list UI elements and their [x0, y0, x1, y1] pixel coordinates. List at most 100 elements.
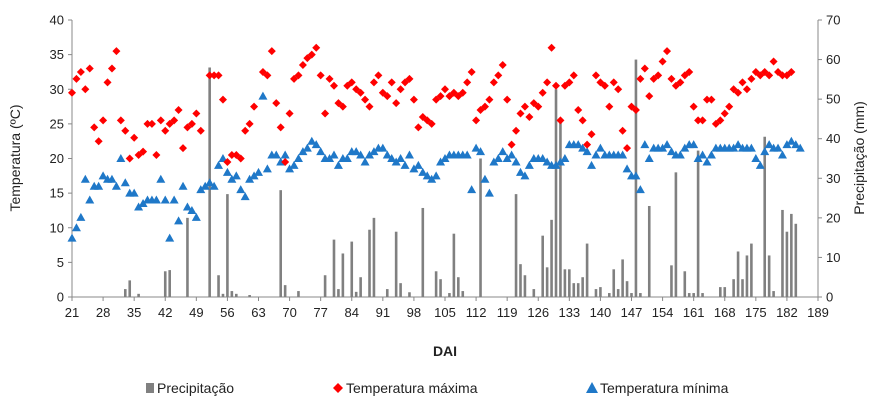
precipitation-bar [123, 289, 127, 297]
x-tick-label: 49 [189, 305, 203, 320]
min-temperature-point [706, 150, 716, 159]
min-temperature-point [631, 171, 641, 180]
min-temperature-point [702, 157, 712, 166]
precipitation-bar [519, 264, 522, 297]
precipitation-bar [385, 289, 389, 297]
max-temperature-point [294, 71, 303, 80]
min-temperature-point [245, 174, 255, 183]
max-temperature-point [272, 99, 281, 108]
max-temperature-point [507, 140, 516, 149]
x-tick-label: 154 [652, 305, 674, 320]
min-temperature-point [214, 160, 224, 169]
min-temperature-point [156, 174, 166, 183]
precipitation-bar [585, 243, 589, 297]
min-temperature-point [227, 174, 237, 183]
min-temperature-point [174, 216, 184, 225]
min-temperature-point [755, 160, 765, 169]
max-temperature-point [600, 81, 609, 90]
min-temperature-point [231, 171, 241, 180]
min-temperature-point [587, 160, 597, 169]
min-temperature-point [733, 140, 743, 149]
min-temperature-point [427, 174, 437, 183]
min-temperature-point [387, 154, 397, 162]
max-temperature-point [702, 95, 711, 104]
max-temperature-point [281, 157, 290, 166]
min-temperature-point [329, 150, 339, 159]
y-right-tick-label: 30 [826, 171, 840, 186]
min-temperature-point [729, 143, 739, 152]
precipitation-bar [639, 293, 642, 297]
min-temperature-point [409, 164, 419, 173]
min-temperature-point [418, 167, 428, 176]
y-left-tick-label: 30 [50, 82, 64, 97]
min-temperature-point [764, 140, 774, 149]
x-tick-label: 126 [527, 305, 549, 320]
max-temperature-point [614, 85, 623, 94]
y-right-tick-label: 20 [826, 210, 840, 225]
precipitation-bar [763, 136, 767, 297]
min-temperature-point [134, 202, 144, 211]
max-temperature-point [587, 130, 596, 139]
max-temperature-point [698, 116, 707, 125]
precipitation-bar [248, 295, 251, 297]
min-temperature-point [240, 192, 250, 201]
precipitation-bar [745, 255, 749, 297]
min-temperature-point [573, 140, 583, 149]
min-temperature-point [680, 143, 690, 152]
max-temperature-point [112, 47, 121, 56]
max-temperature-point [325, 74, 334, 83]
min-temperature-point [178, 181, 188, 190]
max-temperature-point [498, 61, 507, 70]
max-temperature-point [516, 109, 525, 118]
precipitation-bar [723, 287, 727, 297]
min-temperature-point [116, 154, 126, 162]
min-temperature-point [618, 150, 628, 159]
legend-item-max-temperature: Temperatura máxima [333, 380, 478, 396]
max-temperature-point [161, 126, 170, 135]
max-temperature-point [569, 71, 578, 80]
min-temperature-point [595, 143, 605, 152]
max-temperature-point [329, 81, 338, 90]
min-temperature-point [165, 233, 175, 242]
max-temperature-point [307, 50, 316, 59]
precipitation-bar [683, 271, 687, 297]
precipitation-bar [545, 267, 549, 297]
min-temperature-point [129, 188, 139, 197]
max-temperature-point [472, 116, 481, 125]
legend-swatch-precipitation [146, 383, 154, 393]
max-temperature-point [658, 57, 667, 66]
precipitation-bar [457, 277, 460, 297]
max-temperature-point [578, 116, 587, 125]
min-temperature-point [476, 147, 486, 156]
max-temperature-point [747, 74, 756, 83]
max-temperature-point [720, 109, 729, 118]
min-temperature-point [675, 150, 685, 159]
y-left-tick-label: 35 [50, 47, 64, 62]
max-temperature-point [392, 99, 401, 108]
max-temperature-point [347, 78, 356, 87]
legend: Precipitação Temperatura máxima Temperat… [146, 380, 729, 396]
min-temperature-point [400, 160, 410, 169]
max-temperature-point [556, 116, 565, 125]
precipitation-bar [541, 235, 544, 297]
x-tick-label: 42 [158, 305, 172, 320]
x-tick-label: 161 [683, 305, 705, 320]
max-temperature-point [689, 102, 698, 111]
max-temperature-point [116, 116, 125, 125]
max-temperature-point [409, 95, 418, 104]
max-temperature-point [130, 133, 139, 142]
max-temperature-point [263, 71, 272, 80]
min-temperature-point [182, 202, 192, 211]
min-temperature-point [369, 147, 379, 156]
precipitation-bar [297, 291, 300, 297]
min-temperature-point [80, 174, 90, 183]
max-temperature-point [591, 71, 600, 80]
max-temperature-point [769, 57, 778, 66]
min-temperature-point [356, 150, 366, 159]
y-right-tick-label: 70 [826, 13, 840, 28]
precipitation-bar [168, 270, 171, 297]
y-right-tick-label: 0 [826, 290, 833, 305]
max-temperature-point [374, 71, 383, 80]
precipitation-bar [234, 293, 238, 297]
min-temperature-point [511, 157, 521, 166]
